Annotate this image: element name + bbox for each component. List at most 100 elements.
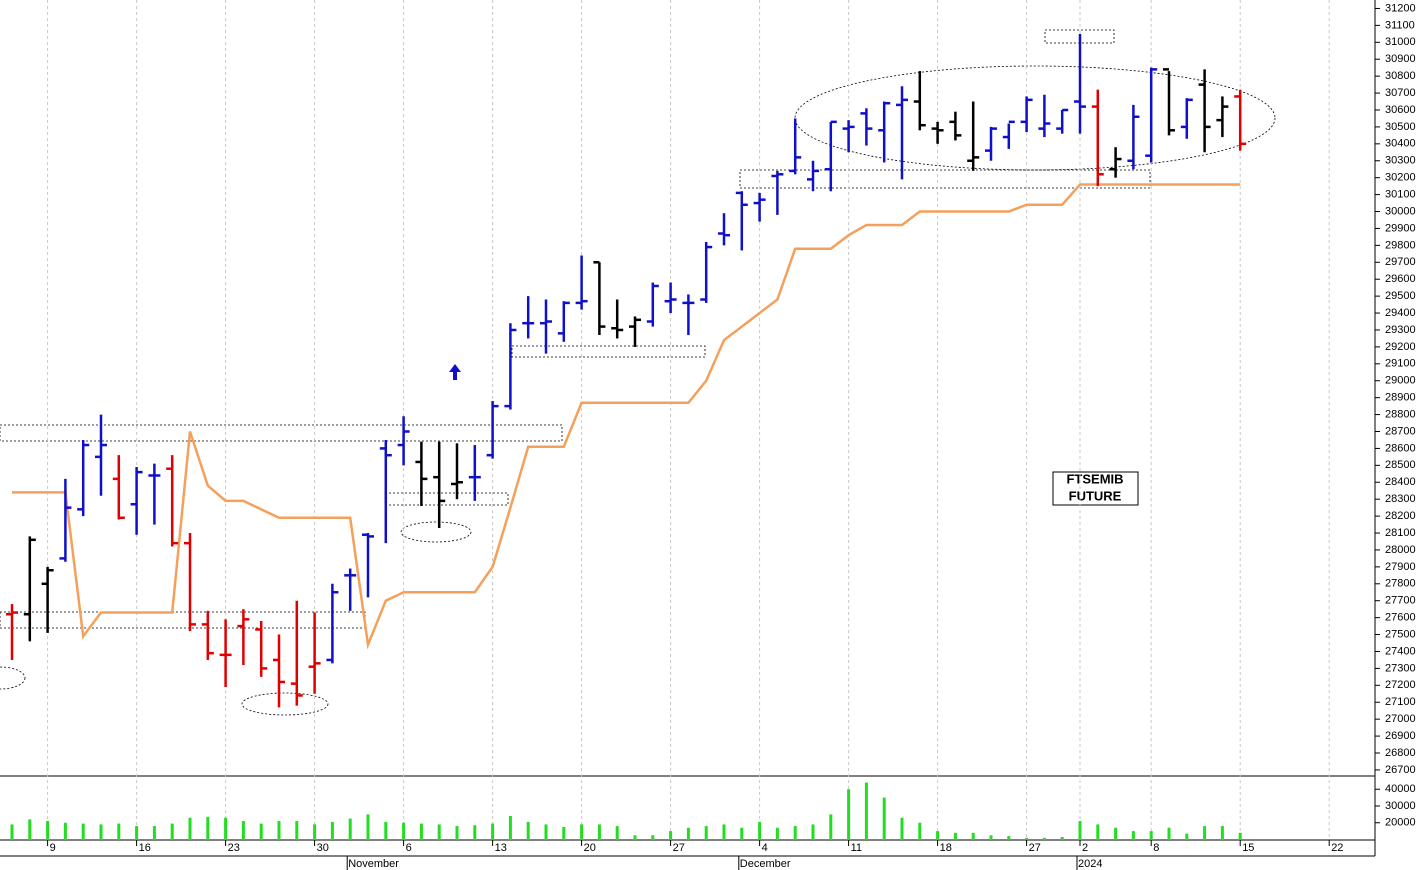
volume-bar xyxy=(1096,824,1100,840)
x-tick-label: 27 xyxy=(673,842,685,854)
volume-bar xyxy=(99,824,103,840)
volume-bar xyxy=(1203,826,1207,840)
ohlc-bar xyxy=(1074,33,1086,134)
y-tick-label: 27100 xyxy=(1385,696,1416,708)
volume-bar xyxy=(971,832,975,840)
volume-bar xyxy=(722,824,726,840)
label-box xyxy=(1052,471,1139,506)
y-tick-label: 28800 xyxy=(1385,408,1416,420)
y-tick-label: 26800 xyxy=(1385,747,1416,759)
y-tick-label: 28700 xyxy=(1385,425,1416,437)
volume-bar xyxy=(651,835,655,840)
ohlc-bar xyxy=(611,299,624,339)
y-tick-label: 30500 xyxy=(1385,121,1416,133)
volume-bar xyxy=(775,827,779,840)
volume-bar xyxy=(1060,836,1064,840)
volume-bar xyxy=(669,831,673,840)
ohlc-bar xyxy=(735,191,748,251)
y-tick-label: 27700 xyxy=(1385,595,1416,607)
ohlc-bar xyxy=(593,261,606,336)
x-tick-label: 6 xyxy=(406,842,412,854)
y-tick-label: 29600 xyxy=(1385,273,1416,285)
volume-bar xyxy=(295,821,299,840)
x-tick-label: 22 xyxy=(1331,842,1343,854)
y-tick-label: 29800 xyxy=(1385,239,1416,251)
ohlc-bar xyxy=(468,445,481,501)
y-tick-label: 30700 xyxy=(1385,87,1416,99)
volume-bar xyxy=(989,835,993,840)
x-tick-label: 18 xyxy=(940,842,952,854)
volume-bar xyxy=(615,826,619,840)
ohlc-bar xyxy=(308,612,321,694)
y-tick-label: 28900 xyxy=(1385,392,1416,404)
volume-bar xyxy=(81,823,85,840)
volume-tick-label: 30000 xyxy=(1385,800,1416,812)
volume-bar xyxy=(419,823,423,840)
ohlc-bar xyxy=(913,71,926,131)
y-tick-label: 27800 xyxy=(1385,578,1416,590)
ohlc-bar xyxy=(184,533,196,632)
ohlc-bar xyxy=(379,439,392,544)
volume-bar xyxy=(135,826,139,840)
y-tick-label: 27000 xyxy=(1385,713,1416,725)
ohlc-bar xyxy=(362,533,374,598)
ohlc-bar xyxy=(931,121,944,144)
volume-tick-label: 40000 xyxy=(1385,783,1416,795)
x-tick-label: 2 xyxy=(1082,842,1088,854)
ohlc-bar xyxy=(23,536,36,642)
volume-bar xyxy=(562,826,566,840)
y-tick-label: 31100 xyxy=(1385,19,1415,31)
volume-bar xyxy=(241,821,245,840)
stop-line xyxy=(12,183,1241,650)
volume-bar xyxy=(597,824,601,840)
y-tick-label: 30400 xyxy=(1385,138,1416,150)
y-tick-label: 31200 xyxy=(1385,2,1416,14)
ohlc-bar xyxy=(130,467,143,535)
ohlc-bar xyxy=(486,401,499,459)
ohlc-bar xyxy=(860,108,873,146)
volume-bar xyxy=(508,816,512,840)
y-tick-label: 29700 xyxy=(1385,256,1416,268)
volume-bar xyxy=(402,822,406,840)
x-tick-label: 15 xyxy=(1242,842,1254,854)
volume-bar xyxy=(864,782,868,840)
y-tick-label: 28300 xyxy=(1385,493,1416,505)
ellipse xyxy=(794,65,1276,171)
volume-bar xyxy=(46,821,50,840)
ohlc-bar xyxy=(201,610,214,660)
ohlc-bar xyxy=(290,600,303,706)
volume-bar xyxy=(1114,827,1118,840)
ohlc-bar xyxy=(1180,98,1193,139)
ohlc-bar xyxy=(237,609,250,666)
range-box xyxy=(0,424,563,442)
annotation-text: FUTURE xyxy=(1069,488,1122,503)
ellipse xyxy=(400,521,472,543)
up-arrow xyxy=(449,364,461,380)
ohlc-bar xyxy=(1002,120,1015,149)
ohlc-bar xyxy=(967,101,980,171)
annotation-text: FTSEMIB xyxy=(1066,471,1123,486)
x-tick-label: 23 xyxy=(228,842,240,854)
volume-bar xyxy=(152,826,156,840)
volume-bar xyxy=(1078,821,1082,840)
ohlc-bar xyxy=(504,323,517,410)
volume-bar xyxy=(455,826,459,840)
y-tick-label: 28400 xyxy=(1385,476,1416,488)
ohlc-bar xyxy=(1234,89,1247,151)
ohlc-bar xyxy=(718,213,730,246)
y-tick-label: 29300 xyxy=(1385,324,1416,336)
volume-bar xyxy=(686,827,690,840)
volume-bar xyxy=(330,821,334,840)
ohlc-bar xyxy=(1056,108,1069,134)
volume-bar xyxy=(277,821,281,840)
volume-bar xyxy=(829,814,833,840)
y-tick-label: 26900 xyxy=(1385,730,1416,742)
ohlc-bar xyxy=(344,568,357,611)
volume-bar xyxy=(544,824,548,840)
ohlc-bar xyxy=(700,241,713,303)
ohlc-bar xyxy=(451,443,463,500)
x-tick-label: 20 xyxy=(584,842,596,854)
y-tick-label: 27400 xyxy=(1385,645,1416,657)
volume-bar xyxy=(188,817,192,840)
